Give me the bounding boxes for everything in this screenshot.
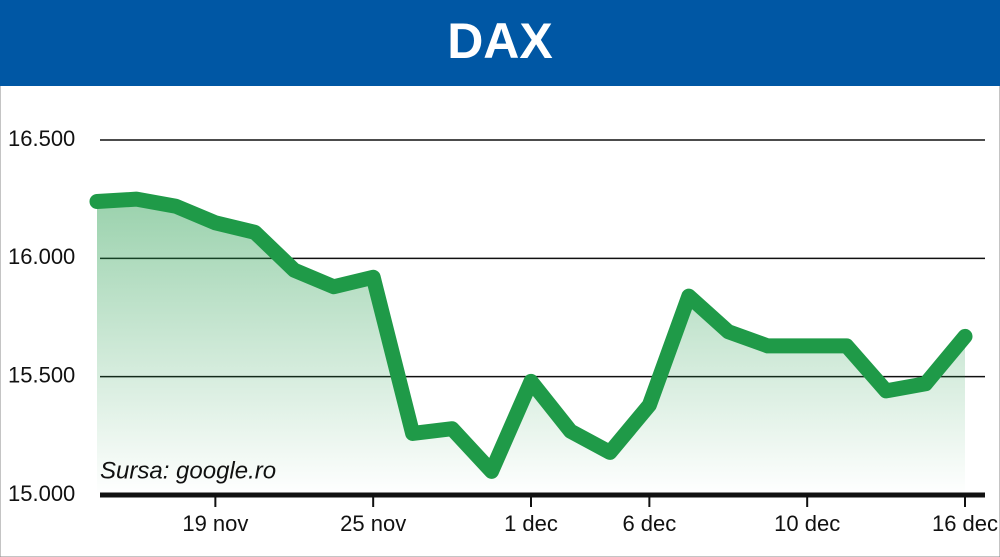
y-tick-label: 16.000: [8, 244, 75, 269]
header: [0, 0, 1000, 86]
x-tick-label: 1 dec: [504, 511, 558, 536]
x-tick-label: 19 nov: [182, 511, 248, 536]
chart-title: DAX: [447, 13, 553, 69]
y-tick-label: 15.500: [8, 362, 75, 387]
source-note: Sursa: google.ro: [100, 457, 276, 484]
x-tick-label: 25 nov: [340, 511, 406, 536]
y-tick-label: 16.500: [8, 126, 75, 151]
x-tick-label: 16 dec: [932, 511, 998, 536]
y-tick-label: 15.000: [8, 481, 75, 506]
x-tick-label: 6 dec: [622, 511, 676, 536]
line: [89, 191, 973, 479]
area: [97, 199, 965, 495]
plot: 15.000 15.500 16.000 16.500 19 nov 25 nov 1 de…: [8, 126, 998, 536]
x-tick-label: 10 dec: [774, 511, 840, 536]
